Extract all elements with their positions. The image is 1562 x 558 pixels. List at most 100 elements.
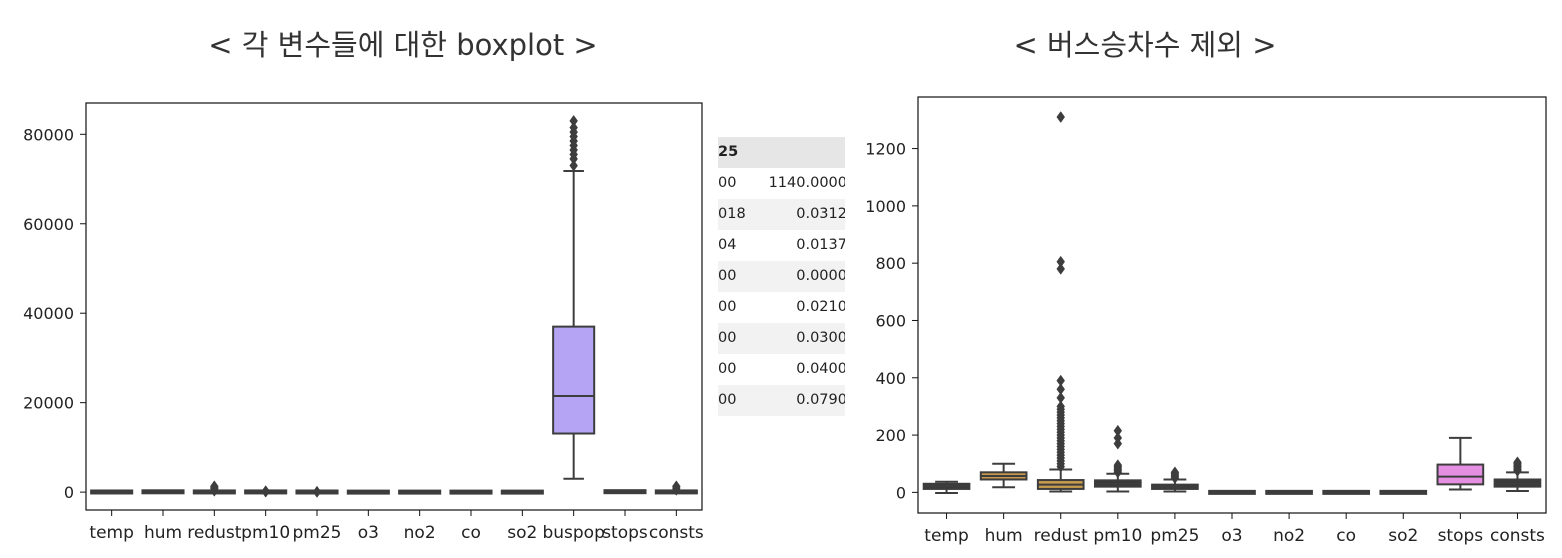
x-tick-label: so2 <box>1388 526 1418 546</box>
x-tick-label: temp <box>89 523 133 543</box>
box-pm25: pm25 <box>1150 466 1199 546</box>
box-hum: hum <box>979 462 1028 546</box>
x-tick-label: hum <box>144 523 182 543</box>
right-chart-title: < 버스승차수 제외 > <box>1013 28 1277 62</box>
left-chart-title: < 각 변수들에 대한 boxplot > <box>208 28 598 62</box>
outlier-point <box>569 114 578 127</box>
table-row: 00 0.0210 <box>718 292 845 323</box>
box-co: co <box>449 489 493 543</box>
box-redust: redust <box>187 480 242 543</box>
box-hum: hum <box>141 489 185 543</box>
table-row: 018 0.0312 <box>718 199 845 230</box>
table-cell: 0.0400 <box>796 361 845 377</box>
axes-frame <box>85 102 703 511</box>
x-tick-label: o3 <box>1221 526 1242 546</box>
table-cell: 018 <box>718 206 746 222</box>
outlier-point <box>1056 262 1065 275</box>
outlier-point <box>1113 432 1123 444</box>
box-co: co <box>1322 489 1371 546</box>
x-tick-label: co <box>1336 526 1356 546</box>
y-tick-label: 1000 <box>865 197 906 216</box>
y-tick-label: 1200 <box>865 140 906 159</box>
outlier-point <box>1113 459 1123 472</box>
box-no2: no2 <box>398 489 442 543</box>
box-body <box>552 325 596 435</box>
table-cell: 00 <box>718 175 737 191</box>
box-pm10: pm10 <box>1093 424 1142 546</box>
box-o3: o3 <box>346 489 390 543</box>
table-cell: 1140.0000 <box>768 175 845 191</box>
box-o3: o3 <box>1208 489 1256 546</box>
outlier-point <box>1170 466 1180 479</box>
x-tick-label: redust <box>1034 526 1088 546</box>
table-cell: 04 <box>718 237 737 253</box>
box-stops: stops <box>602 489 648 543</box>
x-tick-label: buspop <box>542 523 604 543</box>
table-cell: 00 <box>718 330 737 346</box>
y-tick-label: 400 <box>875 369 906 388</box>
outlier-point <box>569 159 578 172</box>
table-row: 00 0.0300 <box>718 323 845 354</box>
y-tick-label: 40000 <box>23 304 74 323</box>
outlier-point <box>210 480 219 493</box>
box-buspop: buspop <box>542 114 605 543</box>
x-tick-label: pm10 <box>1093 526 1142 546</box>
box-no2: no2 <box>1265 489 1313 546</box>
boxplot-without-buspop: 0 200 400 600 800 1000 1200 temp hum redust pm10 pm… <box>865 96 1547 546</box>
table-cell: 0.0312 <box>796 206 845 222</box>
outlier-point <box>569 121 578 134</box>
box-consts: consts <box>649 480 704 543</box>
table-row: 00 0.0790 <box>718 385 845 416</box>
box-temp: temp <box>89 489 134 543</box>
table-row: 00 0.0000 <box>718 261 845 292</box>
x-tick-label: stops <box>602 523 648 543</box>
outlier-point <box>1113 424 1123 437</box>
y-tick-label: 60000 <box>23 215 74 234</box>
x-tick-label: o3 <box>358 523 379 543</box>
outlier-point <box>1056 391 1065 404</box>
table-row: 00 0.0400 <box>718 354 845 385</box>
y-tick-label: 80000 <box>23 125 74 144</box>
x-tick-label: hum <box>985 526 1023 546</box>
x-tick-label: redust <box>187 523 241 543</box>
box-temp: temp <box>922 480 971 546</box>
x-tick-label: pm25 <box>293 523 342 543</box>
x-tick-label: so2 <box>507 523 537 543</box>
table-header: 25 <box>718 137 845 168</box>
table-cell: 0.0210 <box>796 299 845 315</box>
box-body <box>1436 463 1485 486</box>
axes-frame <box>917 96 1547 514</box>
x-tick-label: pm10 <box>241 523 290 543</box>
box-consts: consts <box>1490 456 1545 546</box>
box-stops: stops <box>1436 436 1485 546</box>
table-row: 00 1140.0000 <box>718 168 845 199</box>
box-pm10: pm10 <box>241 485 290 543</box>
box-so2: so2 <box>1379 489 1428 546</box>
boxplot-all-variables: 0 20000 40000 60000 80000 temp hum redust pm10 pm… <box>23 102 704 543</box>
table-cell: 00 <box>718 268 737 284</box>
table-cell: 0.0300 <box>796 330 845 346</box>
x-tick-label: consts <box>1490 526 1545 546</box>
box-redust: redust <box>1034 111 1088 546</box>
outlier-point <box>312 485 322 498</box>
x-tick-label: consts <box>649 523 704 543</box>
table-cell: 00 <box>718 361 737 377</box>
y-tick-label: 200 <box>875 426 906 445</box>
x-tick-label: pm25 <box>1150 526 1199 546</box>
table-cell: 00 <box>718 392 737 408</box>
table-cell: 0.0790 <box>796 392 845 408</box>
outlier-point <box>1056 255 1065 268</box>
x-tick-label: no2 <box>404 523 436 543</box>
outlier-point <box>1056 374 1065 387</box>
x-tick-label: no2 <box>1273 526 1305 546</box>
y-tick-label: 800 <box>875 254 906 273</box>
y-tick-label: 600 <box>875 311 906 330</box>
y-tick-label: 0 <box>896 483 906 502</box>
outlier-point <box>1513 456 1522 469</box>
table-cell: 0.0000 <box>796 268 845 284</box>
box-pm25: pm25 <box>293 485 342 543</box>
outlier-point <box>672 480 681 493</box>
table-cell: 0.0137 <box>796 237 845 253</box>
x-tick-label: temp <box>924 526 968 546</box>
partial-stats-table: 25 00 1140.0000 018 0.0312 04 0.0137 00 0.0000 0… <box>718 137 845 416</box>
